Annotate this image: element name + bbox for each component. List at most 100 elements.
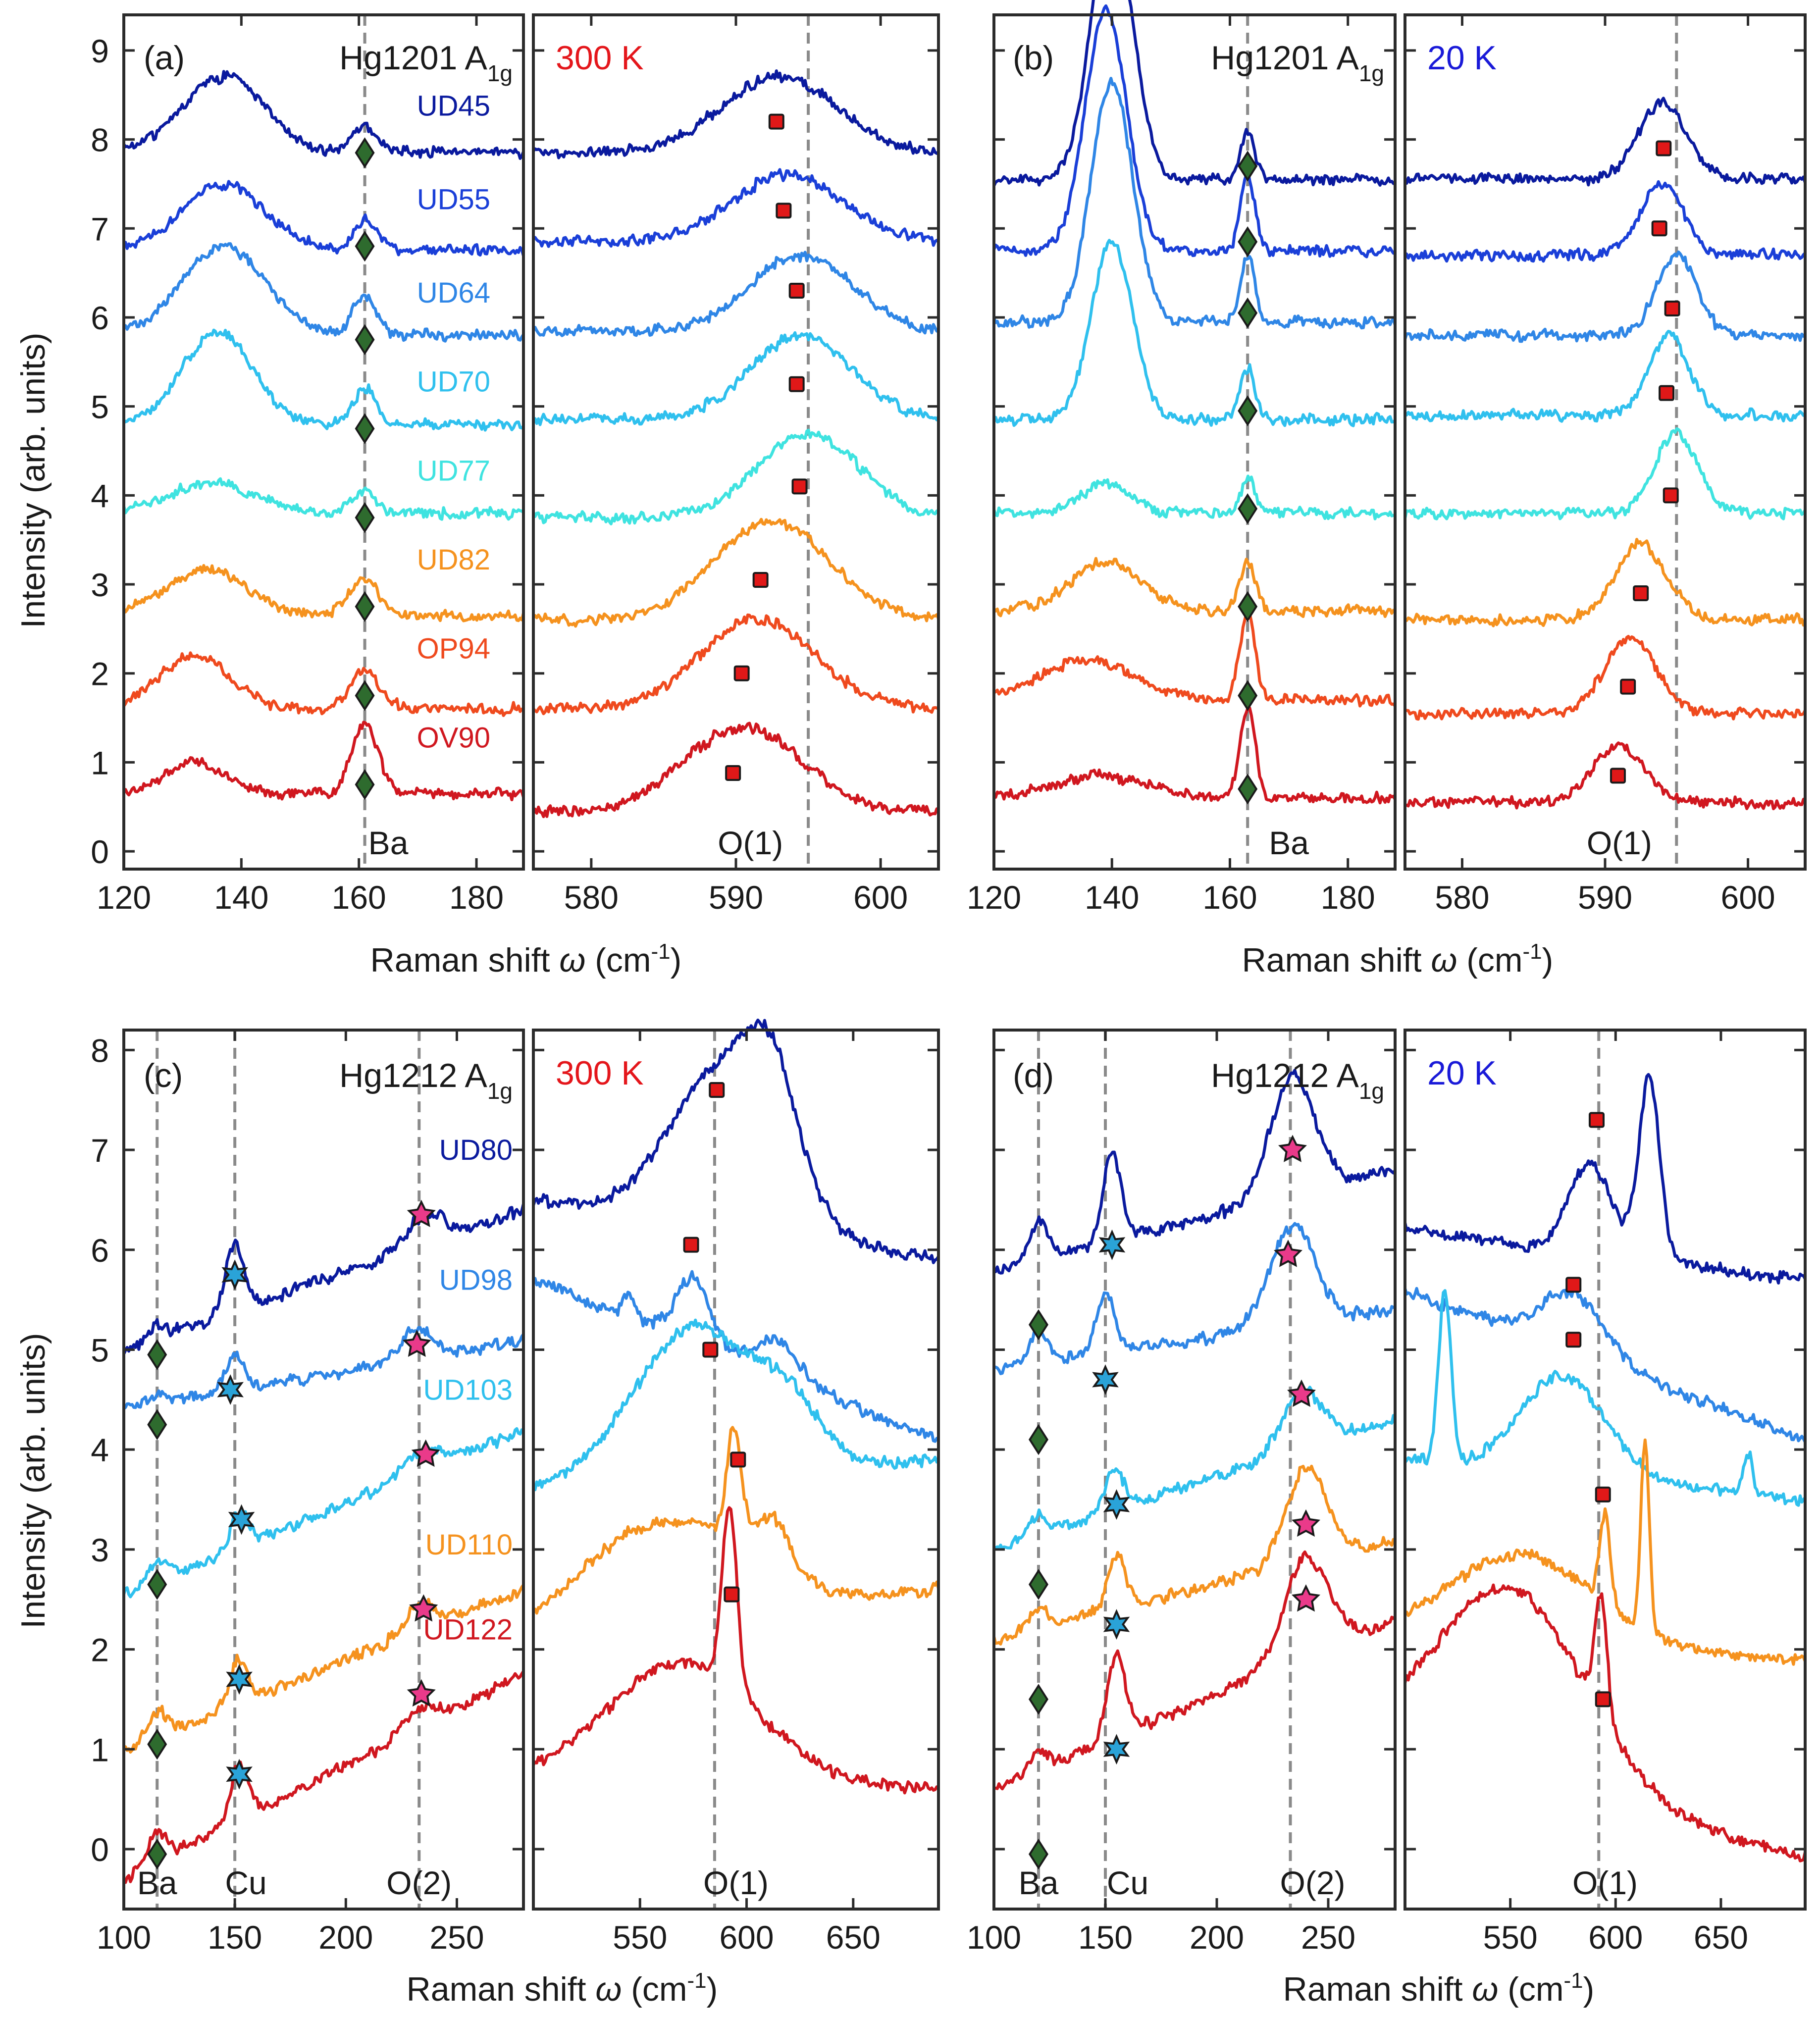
mode-label-c-0: Ba bbox=[137, 1864, 177, 1901]
spectrum-a-UD45 bbox=[122, 70, 525, 160]
ba-marker-a-OP94 bbox=[355, 680, 375, 711]
o2-marker-c-UD103 bbox=[411, 1439, 440, 1467]
y-tick-label-a-3: 3 bbox=[91, 567, 109, 603]
spectrum-b2-UD82 bbox=[1404, 538, 1807, 627]
spectrum-b-UD64 bbox=[992, 77, 1397, 330]
temperature-label-c2: 300 K bbox=[556, 1054, 644, 1092]
mode-label-d-1: Cu bbox=[1107, 1864, 1148, 1901]
mode-label-a2-0: O(1) bbox=[718, 825, 783, 861]
cu-marker-d-UD103 bbox=[1103, 1489, 1130, 1520]
spectrum-b-UD55 bbox=[992, 4, 1396, 259]
o1-marker-a2-OP94 bbox=[733, 665, 750, 681]
plot-frame-d2 bbox=[1404, 1029, 1807, 1911]
o1-marker-a2-UD64 bbox=[788, 283, 805, 299]
o1-marker-c2-UD98 bbox=[683, 1237, 699, 1253]
panel-label-a: (a) bbox=[144, 39, 185, 77]
sample-label-a-UD64: UD64 bbox=[417, 277, 490, 309]
spectrum-a2-OP94 bbox=[532, 613, 939, 716]
ba-marker-d-UD122 bbox=[1029, 1838, 1048, 1870]
x-tick-label-c-1: 150 bbox=[208, 1919, 262, 1956]
ba-marker-d-UD103 bbox=[1029, 1569, 1048, 1600]
o1-marker-a2-UD45 bbox=[768, 113, 784, 130]
x-tick-label-b2-2: 600 bbox=[1721, 879, 1775, 916]
o2-marker-d-UD103 bbox=[1287, 1379, 1316, 1407]
ba-marker-c-UD98 bbox=[147, 1409, 167, 1440]
sample-label-a-UD70: UD70 bbox=[417, 366, 490, 398]
sample-label-a-OP94: OP94 bbox=[417, 633, 490, 665]
spectrum-c2-UD122 bbox=[532, 1506, 939, 1795]
x-axis-label-top-right: Raman shift ω (cm-1) bbox=[1242, 939, 1554, 979]
ba-marker-b-OP94 bbox=[1238, 680, 1258, 711]
spectrum-b2-OV90 bbox=[1404, 741, 1806, 811]
o1-marker-a2-UD77 bbox=[791, 478, 808, 495]
ba-marker-b-UD77 bbox=[1238, 493, 1258, 524]
spectrum-d-UD110 bbox=[992, 1464, 1396, 1646]
cu-marker-c-UD122 bbox=[226, 1759, 253, 1790]
spectrum-c2-UD80 bbox=[532, 1018, 940, 1264]
y-tick-label-c-2: 2 bbox=[91, 1632, 109, 1668]
y-tick-label-a-5: 5 bbox=[91, 389, 109, 425]
y-tick-label-a-0: 0 bbox=[91, 833, 109, 870]
spectrum-a-UD70 bbox=[122, 328, 525, 432]
plot-frame-b bbox=[992, 13, 1397, 871]
spectrum-c2-UD103 bbox=[533, 1318, 940, 1492]
x-tick-label-a2-1: 590 bbox=[709, 879, 763, 916]
o1-marker-a2-OV90 bbox=[725, 765, 741, 781]
x-tick-label-c-0: 100 bbox=[97, 1919, 151, 1956]
o1-marker-b2-UD70 bbox=[1659, 385, 1675, 401]
ba-marker-a-UD45 bbox=[355, 137, 375, 168]
sample-label-c-UD80: UD80 bbox=[439, 1134, 513, 1166]
o2-marker-c-UD98 bbox=[402, 1329, 431, 1357]
ba-marker-a-UD77 bbox=[355, 502, 375, 533]
spectrum-d2-UD98 bbox=[1404, 1287, 1807, 1443]
spectrum-b-UD70 bbox=[992, 239, 1397, 427]
spectrum-c-UD103 bbox=[122, 1427, 525, 1599]
y-tick-label-a-2: 2 bbox=[91, 656, 109, 692]
x-tick-label-b-2: 160 bbox=[1202, 879, 1257, 916]
spectrum-b-OP94 bbox=[993, 612, 1397, 708]
cu-marker-d-UD122 bbox=[1103, 1734, 1130, 1765]
y-tick-label-c-4: 4 bbox=[91, 1432, 109, 1468]
y-axis-label-top: Intensity (arb. units) bbox=[14, 332, 52, 628]
plot-frame-c bbox=[122, 1029, 525, 1911]
x-tick-label-d-2: 200 bbox=[1190, 1919, 1244, 1956]
mode-label-b2-0: O(1) bbox=[1587, 825, 1652, 861]
x-tick-label-a-0: 120 bbox=[97, 879, 151, 916]
x-tick-label-c2-2: 650 bbox=[826, 1919, 881, 1956]
cu-marker-d-UD80 bbox=[1098, 1229, 1126, 1260]
spectrum-a-UD55 bbox=[122, 180, 525, 257]
o1-marker-d2-UD110 bbox=[1595, 1486, 1611, 1502]
o1-marker-c2-UD110 bbox=[730, 1451, 746, 1468]
panel-title-sub-d: 1g bbox=[1359, 1078, 1384, 1104]
ba-marker-c-UD103 bbox=[147, 1569, 167, 1600]
ba-marker-c-UD110 bbox=[147, 1728, 167, 1760]
spectrum-a-UD82 bbox=[122, 564, 525, 622]
y-tick-label-a-4: 4 bbox=[91, 477, 109, 514]
x-tick-label-a-2: 160 bbox=[332, 879, 386, 916]
ba-marker-b-UD82 bbox=[1238, 591, 1258, 622]
ba-marker-d-UD98 bbox=[1029, 1424, 1048, 1455]
o1-marker-a2-UD55 bbox=[776, 203, 792, 219]
o1-marker-a2-UD70 bbox=[788, 376, 805, 392]
spectrum-c-UD98 bbox=[123, 1326, 525, 1410]
y-tick-label-a-9: 9 bbox=[91, 33, 109, 69]
y-tick-label-c-5: 5 bbox=[91, 1332, 109, 1368]
spectrum-b2-UD70 bbox=[1404, 330, 1807, 423]
sample-label-c-UD110: UD110 bbox=[425, 1529, 513, 1561]
panel-c-300K-plot: 550 600 650 300 K O(1) bbox=[532, 1018, 940, 1956]
o1-marker-b2-UD45 bbox=[1656, 140, 1672, 156]
sample-label-a-OV90: OV90 bbox=[417, 722, 490, 754]
cu-marker-d-UD110 bbox=[1103, 1609, 1130, 1640]
mode-label-b-0: Ba bbox=[1269, 825, 1309, 861]
x-tick-label-d-0: 100 bbox=[967, 1919, 1021, 1956]
spectrum-b2-OP94 bbox=[1404, 635, 1807, 721]
o1-marker-b2-UD77 bbox=[1663, 487, 1679, 504]
sample-label-a-UD77: UD77 bbox=[417, 455, 490, 487]
x-tick-label-c2-0: 550 bbox=[613, 1919, 667, 1956]
o1-marker-d2-UD103 bbox=[1565, 1332, 1582, 1348]
spectrum-a-UD77 bbox=[122, 477, 525, 521]
panel-b-plot: 120 140 160 180 (b) Hg1201 A1g Ba bbox=[967, 0, 1397, 916]
x-tick-label-c-2: 200 bbox=[318, 1919, 373, 1956]
y-tick-label-c-6: 6 bbox=[91, 1232, 109, 1269]
ba-marker-b-OV90 bbox=[1238, 774, 1258, 805]
